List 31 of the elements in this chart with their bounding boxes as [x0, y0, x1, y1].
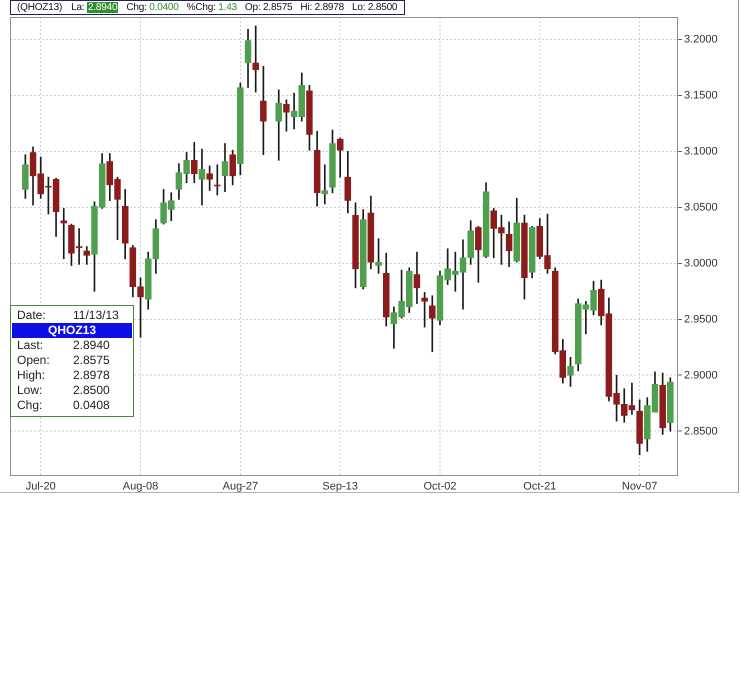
x-tick-label: Nov-07 — [622, 480, 658, 493]
text: QHOZ13 — [12, 323, 132, 338]
text: Chg: 0.0400 — [126, 2, 179, 13]
text: Low: 2.8500 — [17, 383, 110, 397]
text: Op: 2.8575 — [244, 2, 292, 13]
text: Date: 11/13/13 — [17, 308, 119, 322]
y-tick-label: 3.0500 — [684, 201, 718, 214]
y-tick-label: 3.0000 — [684, 257, 718, 270]
text: Open: 2.8575 — [17, 353, 110, 367]
candlestick — [198, 148, 206, 206]
x-tick-label: Aug-27 — [222, 480, 258, 493]
text: %Chg: 1.43 — [186, 2, 237, 13]
y-tick-label: 3.2000 — [684, 33, 718, 46]
x-tick-label: Oct-21 — [523, 480, 556, 493]
candlestick — [375, 238, 382, 274]
x-tick-label: Oct-02 — [423, 480, 456, 493]
x-tick-label: Jul-20 — [26, 480, 56, 493]
y-tick-label: 2.8500 — [684, 425, 718, 438]
y-tick-label: 3.1000 — [684, 145, 718, 158]
x-tick-label: Aug-08 — [122, 480, 158, 493]
text: Chg: 0.0408 — [17, 398, 110, 412]
text: Hi: 2.8978 — [300, 2, 344, 13]
text: La: 2.8940 — [71, 2, 118, 13]
y-tick-label: 3.1500 — [684, 89, 718, 102]
y-tick-label: 2.9000 — [684, 369, 718, 382]
x-tick-label: Sep-13 — [322, 480, 358, 493]
text: Lo: 2.8500 — [352, 2, 398, 13]
chart-title: (QHOZ13) — [17, 2, 62, 13]
y-tick-label: 2.9500 — [684, 313, 718, 326]
text: Last: 2.8940 — [17, 338, 110, 352]
text: High: 2.8978 — [17, 368, 110, 382]
